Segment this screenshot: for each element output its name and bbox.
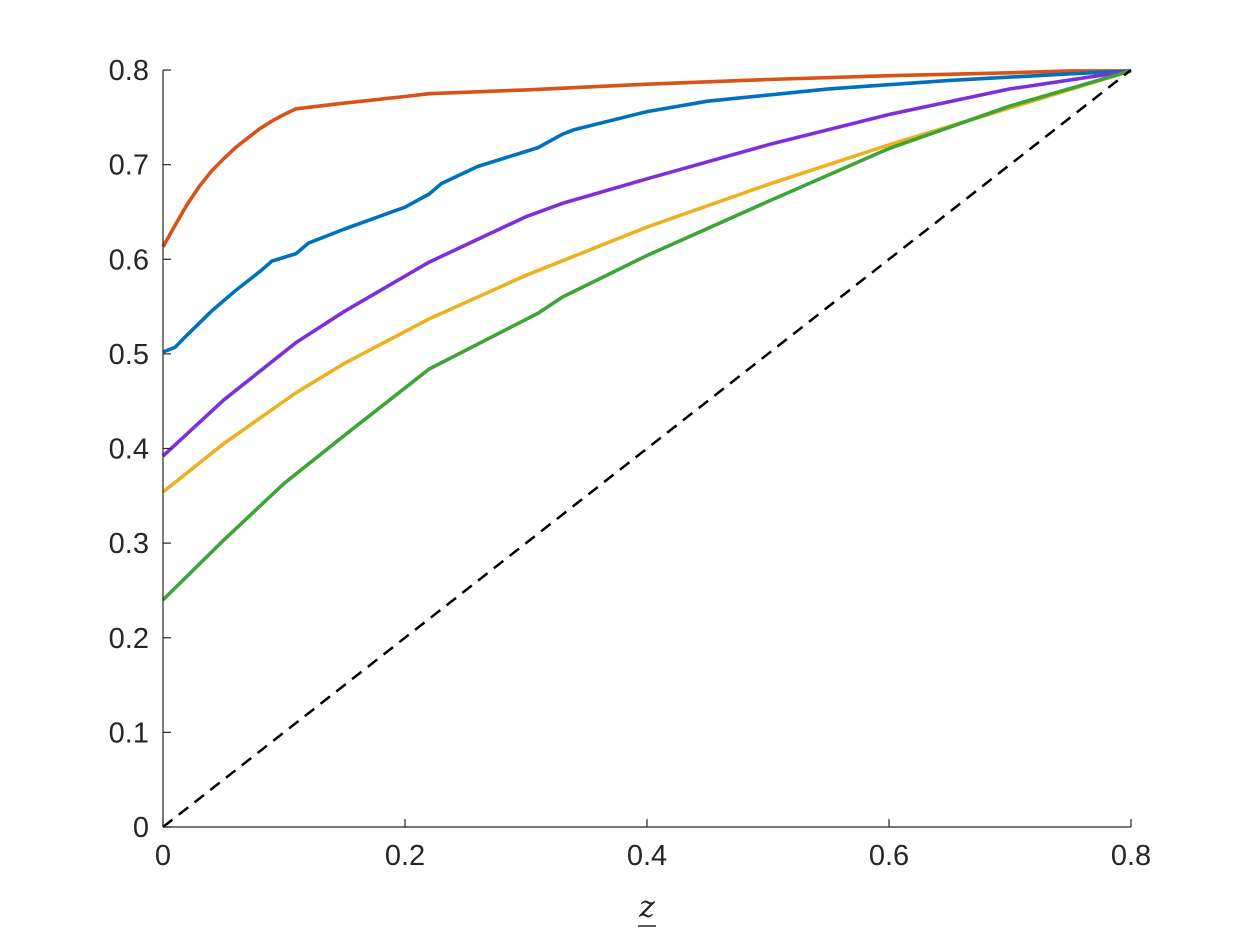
- series-line-1: [161, 69, 1131, 248]
- series-line-3: [161, 69, 1132, 458]
- y-tick-label: 0.5: [109, 339, 149, 371]
- y-tick-label: 0.3: [109, 528, 149, 560]
- x-tick-label: 0.8: [1111, 840, 1151, 872]
- y-tick-label: 0.4: [109, 434, 149, 466]
- x-tick-label: 0.2: [385, 840, 425, 872]
- y-tick-label: 0.8: [109, 55, 149, 87]
- y-tick-label: 0.2: [109, 623, 149, 655]
- ticks: 0 0.2 0.4 0.6 0.8 0 0.1 0.2 0.3 0.4 0.5 0.6 0.7 0.8: [109, 55, 1151, 872]
- x-axis-label: z: [638, 890, 655, 925]
- series-layer: [161, 69, 1132, 828]
- series-line-5: [161, 69, 1132, 602]
- y-tick-label: 0: [133, 812, 149, 844]
- y-tick-label: 0.1: [109, 717, 149, 749]
- x-tick-label: 0.4: [627, 840, 667, 872]
- y-tick-label: 0.6: [109, 244, 149, 276]
- series-line-dashed-reference: [162, 69, 1132, 828]
- series-line-2: [162, 69, 1132, 354]
- x-tick-label: 0: [155, 840, 171, 872]
- y-tick-label: 0.7: [109, 150, 149, 182]
- series-line-4: [161, 69, 1132, 494]
- x-tick-label: 0.6: [869, 840, 909, 872]
